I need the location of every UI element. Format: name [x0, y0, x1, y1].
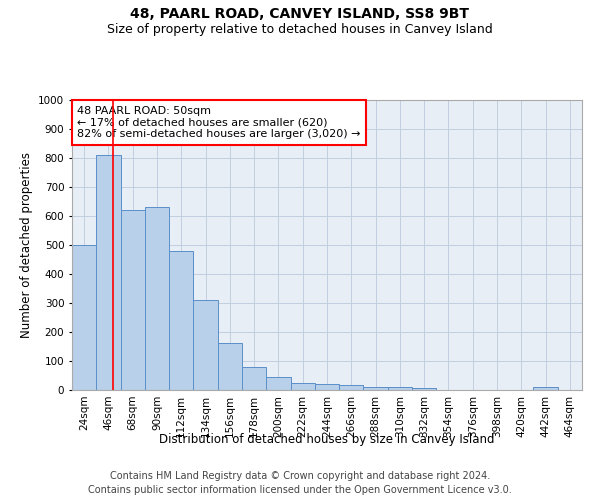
Bar [72, 245, 96, 390]
Bar [533, 386, 558, 390]
Bar [218, 342, 242, 390]
Bar [145, 208, 169, 390]
Bar [266, 377, 290, 390]
Bar [242, 367, 266, 390]
Y-axis label: Number of detached properties: Number of detached properties [20, 152, 32, 338]
Bar [412, 388, 436, 390]
Bar [96, 155, 121, 390]
Bar [339, 385, 364, 390]
Text: Contains HM Land Registry data © Crown copyright and database right 2024.
Contai: Contains HM Land Registry data © Crown c… [88, 471, 512, 495]
Text: Distribution of detached houses by size in Canvey Island: Distribution of detached houses by size … [159, 432, 495, 446]
Bar [315, 384, 339, 390]
Text: 48, PAARL ROAD, CANVEY ISLAND, SS8 9BT: 48, PAARL ROAD, CANVEY ISLAND, SS8 9BT [131, 8, 470, 22]
Bar [364, 386, 388, 390]
Bar [193, 300, 218, 390]
Bar [169, 251, 193, 390]
Bar [388, 387, 412, 390]
Text: 48 PAARL ROAD: 50sqm
← 17% of detached houses are smaller (620)
82% of semi-deta: 48 PAARL ROAD: 50sqm ← 17% of detached h… [77, 106, 361, 139]
Bar [121, 210, 145, 390]
Bar [290, 383, 315, 390]
Text: Size of property relative to detached houses in Canvey Island: Size of property relative to detached ho… [107, 22, 493, 36]
